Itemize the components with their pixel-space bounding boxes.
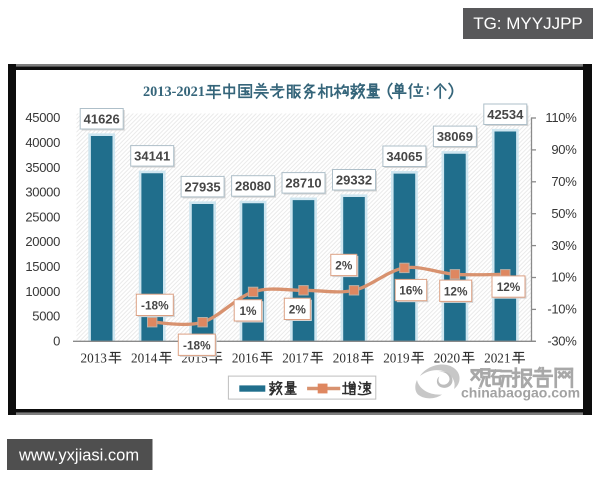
svg-text:34065: 34065 — [386, 149, 422, 164]
svg-text:-30%: -30% — [547, 334, 577, 349]
svg-text:2019: 2019 — [383, 350, 410, 365]
svg-text:70%: 70% — [551, 174, 577, 189]
svg-text:0: 0 — [53, 334, 60, 349]
svg-text:25000: 25000 — [25, 209, 60, 224]
svg-text:-10%: -10% — [547, 302, 577, 317]
svg-text:2013: 2013 — [81, 350, 108, 365]
svg-text:20000: 20000 — [25, 234, 60, 249]
svg-text:90%: 90% — [551, 142, 577, 157]
svg-text:1%: 1% — [239, 304, 257, 318]
svg-text:12%: 12% — [444, 284, 468, 298]
svg-text:2%: 2% — [335, 259, 353, 273]
svg-text:2014: 2014 — [131, 350, 158, 365]
svg-text:28080: 28080 — [235, 179, 271, 194]
svg-text:2016: 2016 — [232, 350, 259, 365]
svg-text:2018: 2018 — [333, 350, 360, 365]
svg-text:10%: 10% — [551, 270, 577, 285]
svg-text:www.yxjiasi.com: www.yxjiasi.com — [18, 447, 139, 465]
svg-text:TG: MYYJJPP: TG: MYYJJPP — [473, 14, 583, 33]
svg-text:-18%: -18% — [141, 299, 169, 313]
svg-text:5000: 5000 — [32, 309, 60, 324]
svg-text:28710: 28710 — [285, 176, 321, 191]
svg-text:34141: 34141 — [134, 149, 170, 164]
svg-text:42534: 42534 — [487, 107, 524, 122]
svg-text:10000: 10000 — [25, 284, 60, 299]
svg-text:40000: 40000 — [25, 135, 60, 150]
svg-text:12%: 12% — [497, 280, 521, 294]
svg-text:16%: 16% — [399, 284, 423, 298]
svg-text:30%: 30% — [551, 238, 577, 253]
svg-text:2%: 2% — [289, 303, 307, 317]
svg-text:chinabaogao.com: chinabaogao.com — [461, 385, 580, 401]
svg-text:2021: 2021 — [484, 350, 510, 365]
svg-text:41626: 41626 — [84, 111, 120, 126]
svg-text:15000: 15000 — [25, 259, 60, 274]
svg-text:2020: 2020 — [434, 350, 461, 365]
svg-text:38069: 38069 — [437, 129, 473, 144]
svg-text:-18%: -18% — [183, 338, 211, 352]
svg-text:50%: 50% — [551, 206, 577, 221]
svg-text:2013-2021: 2013-2021 — [143, 84, 205, 100]
svg-text:45000: 45000 — [25, 110, 60, 125]
svg-text:2017: 2017 — [282, 350, 309, 365]
svg-text:29332: 29332 — [336, 172, 372, 187]
svg-text:27935: 27935 — [185, 179, 221, 194]
svg-text:110%: 110% — [545, 110, 577, 125]
svg-text:30000: 30000 — [25, 185, 60, 200]
svg-text:35000: 35000 — [25, 160, 60, 175]
